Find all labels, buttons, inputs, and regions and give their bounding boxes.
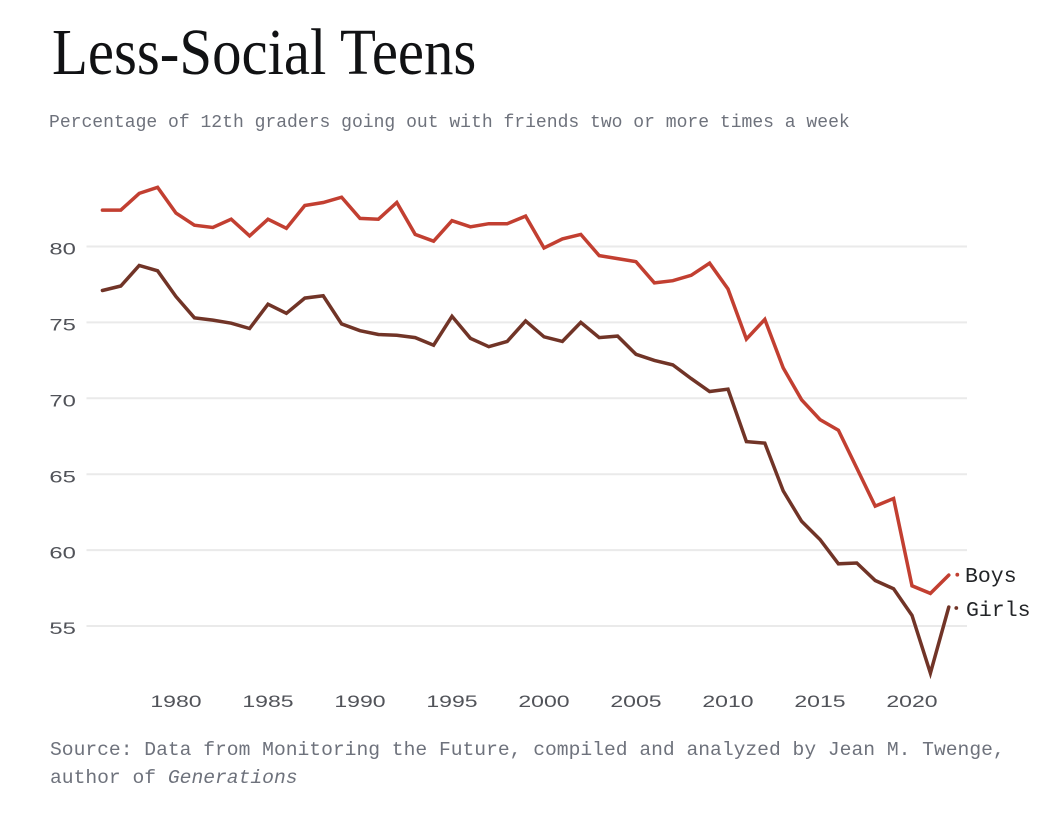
svg-text:2015: 2015 — [794, 692, 845, 711]
svg-text:75: 75 — [49, 316, 76, 335]
svg-text:1990: 1990 — [334, 692, 385, 711]
svg-text:80: 80 — [49, 240, 76, 259]
svg-text:1995: 1995 — [426, 692, 477, 711]
svg-text:2010: 2010 — [702, 692, 753, 711]
svg-text:2005: 2005 — [610, 692, 661, 711]
svg-text:65: 65 — [49, 467, 76, 486]
svg-text:1980: 1980 — [150, 692, 201, 711]
svg-text:55: 55 — [49, 619, 76, 638]
svg-text:60: 60 — [49, 543, 76, 562]
svg-text:2020: 2020 — [886, 692, 937, 711]
svg-text:2000: 2000 — [518, 692, 569, 711]
svg-text:70: 70 — [49, 392, 76, 411]
svg-text:1985: 1985 — [242, 692, 293, 711]
